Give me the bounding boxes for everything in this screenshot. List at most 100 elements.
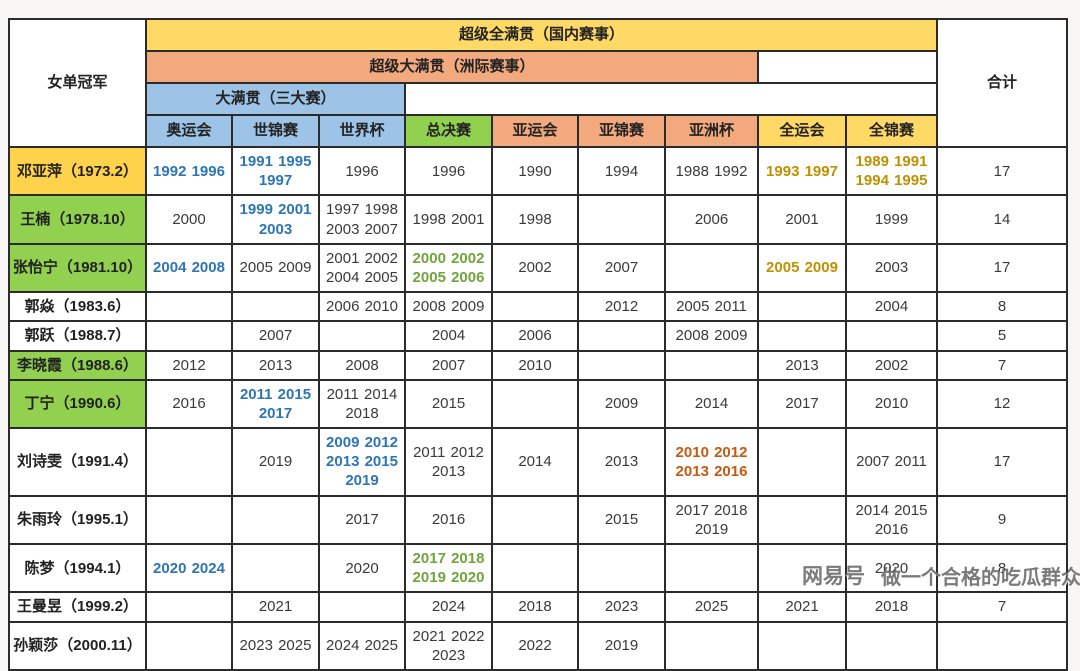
event-cell: 2015 bbox=[404, 378, 493, 430]
event-cell bbox=[757, 494, 847, 546]
column-header-asian-champs: 亚锦赛 bbox=[577, 114, 666, 148]
event-cell: 2005 2009 bbox=[757, 242, 847, 294]
event-cell: 2008 2009 bbox=[664, 320, 759, 352]
player-row: 李晓霞（1988.6） 2012 2013 2008 2007 2010 2013 2002 7 bbox=[8, 349, 1069, 381]
event-cell: 1998 bbox=[491, 194, 579, 245]
event-cell: 2015 bbox=[577, 494, 666, 546]
event-cell bbox=[145, 620, 233, 671]
event-cell: 2014 bbox=[664, 378, 759, 430]
event-cell: 2010 bbox=[844, 378, 939, 430]
event-cell: 2007 bbox=[577, 242, 666, 294]
column-header-asian-cup: 亚洲杯 bbox=[664, 114, 759, 148]
total-cell: 9 bbox=[936, 494, 1069, 546]
event-cell: 2004 bbox=[404, 320, 493, 352]
event-cell: 1996 bbox=[318, 145, 406, 197]
total-cell: 7 bbox=[936, 349, 1069, 381]
player-name: 王楠（1978.10） bbox=[8, 194, 147, 245]
event-cell: 2013 bbox=[577, 427, 666, 497]
tier2-spacer-cell bbox=[756, 50, 939, 84]
player-name: 郭跃（1988.7） bbox=[8, 320, 147, 352]
event-cell bbox=[577, 320, 666, 352]
player-name: 陈梦（1994.1） bbox=[8, 542, 147, 594]
event-cell: 2019 bbox=[231, 427, 320, 497]
event-cell bbox=[577, 349, 666, 381]
event-cell: 2007 2011 bbox=[844, 427, 939, 497]
event-cell: 1990 bbox=[491, 145, 579, 197]
event-cell: 2020 bbox=[844, 542, 939, 594]
event-cell: 1994 bbox=[577, 145, 666, 197]
total-cell: 8 bbox=[936, 291, 1069, 323]
event-cell: 2014 bbox=[491, 427, 579, 497]
player-row: 郭焱（1983.6） 2006 2010 2008 2009 2012 2005 201… bbox=[8, 291, 1069, 323]
event-cell bbox=[145, 427, 233, 497]
event-cell bbox=[757, 542, 847, 594]
event-cell: 2017 2018 2019 2020 bbox=[404, 542, 493, 594]
total-cell: 14 bbox=[936, 194, 1069, 245]
total-column-header: 合计 bbox=[936, 18, 1069, 148]
tier3-spacer-cell bbox=[403, 82, 939, 116]
player-name: 丁宁（1990.6） bbox=[8, 378, 147, 430]
event-cell: 2006 bbox=[664, 194, 759, 245]
event-cell: 2006 bbox=[491, 320, 579, 352]
event-cell bbox=[664, 242, 759, 294]
event-cell: 2007 bbox=[231, 320, 320, 352]
header-tier1-row: 女单冠军 超级全满贯（国内赛事） 合计 bbox=[8, 18, 1069, 148]
event-cell: 2017 bbox=[757, 378, 847, 430]
event-cell: 2013 bbox=[757, 349, 847, 381]
event-cell bbox=[757, 427, 847, 497]
event-cell: 2017 bbox=[318, 494, 406, 546]
event-cell bbox=[231, 291, 320, 323]
header-tier3-row: 大满贯（三大赛） bbox=[9, 82, 1067, 116]
event-cell: 2011 2014 2018 bbox=[318, 378, 406, 430]
player-row: 刘诗雯（1991.4） 2019 2009 2012 2013 2015 2019 2… bbox=[8, 427, 1069, 497]
event-cell: 1998 2001 bbox=[404, 194, 493, 245]
event-cell: 2002 bbox=[844, 349, 939, 381]
event-cell bbox=[145, 320, 233, 352]
player-row: 朱雨玲（1995.1） 2017 2016 2015 2017 2018 2019 201… bbox=[8, 494, 1069, 546]
event-cell: 2012 bbox=[577, 291, 666, 323]
event-cell: 1999 2001 2003 bbox=[231, 194, 320, 245]
player-row: 孙颖莎（2000.11） 2023 2025 2024 2025 2021 2022 … bbox=[8, 620, 1069, 671]
player-row: 邓亚萍（1973.2） 1992 1996 1991 1995 1997 1996 19… bbox=[8, 145, 1069, 197]
event-cell: 2004 bbox=[844, 291, 939, 323]
total-cell: 8 bbox=[936, 542, 1069, 594]
player-row: 王楠（1978.10） 2000 1999 2001 2003 1997 1998 2… bbox=[8, 194, 1069, 245]
event-cell: 2008 bbox=[318, 349, 406, 381]
event-cell bbox=[844, 620, 939, 671]
event-cell: 2002 bbox=[491, 242, 579, 294]
event-cell: 2021 2022 2023 bbox=[404, 620, 493, 671]
event-cell: 1999 bbox=[844, 194, 939, 245]
event-cell: 2006 2010 bbox=[318, 291, 406, 323]
player-row: 陈梦（1994.1） 2020 2024 2020 2017 2018 2019 20… bbox=[8, 542, 1069, 594]
total-cell: 17 bbox=[936, 427, 1069, 497]
event-cell bbox=[491, 494, 579, 546]
event-cell: 2000 bbox=[145, 194, 233, 245]
event-cell: 2001 2002 2004 2005 bbox=[318, 242, 406, 294]
event-cell bbox=[491, 378, 579, 430]
event-cell: 2009 bbox=[577, 378, 666, 430]
event-cell: 2011 2012 2013 bbox=[404, 427, 493, 497]
player-name: 孙颖莎（2000.11） bbox=[8, 620, 147, 671]
event-cell: 2010 2012 2013 2016 bbox=[664, 427, 759, 497]
event-cell: 2023 2025 bbox=[231, 620, 320, 671]
event-cell bbox=[491, 542, 579, 594]
event-cell: 2024 2025 bbox=[318, 620, 406, 671]
event-cell bbox=[318, 320, 406, 352]
player-name: 张怡宁（1981.10） bbox=[8, 242, 147, 294]
event-cell: 2009 2012 2013 2015 2019 bbox=[318, 427, 406, 497]
event-cell: 2014 2015 2016 bbox=[844, 494, 939, 546]
column-header-asian-games: 亚运会 bbox=[491, 114, 579, 148]
column-header-olympics: 奥运会 bbox=[145, 114, 233, 148]
event-cell: 2013 bbox=[231, 349, 320, 381]
tier3-grand-slam-header: 大满贯（三大赛） bbox=[145, 82, 406, 116]
header-tier2-row: 超级大满贯（洲际赛事） bbox=[9, 50, 1067, 84]
total-cell: 17 bbox=[936, 242, 1069, 294]
event-cell: 2019 bbox=[577, 620, 666, 671]
event-cell: 2022 bbox=[491, 620, 579, 671]
event-cell: 2001 bbox=[757, 194, 847, 245]
event-cell: 2020 2024 bbox=[145, 542, 233, 594]
event-cell: 1988 1992 bbox=[664, 145, 759, 197]
event-cell bbox=[664, 349, 759, 381]
table-header: 女单冠军 超级全满贯（国内赛事） 合计 超级大满贯（洲际赛事） 大满贯（三大赛）… bbox=[8, 18, 1069, 148]
event-cell: 2007 bbox=[404, 349, 493, 381]
